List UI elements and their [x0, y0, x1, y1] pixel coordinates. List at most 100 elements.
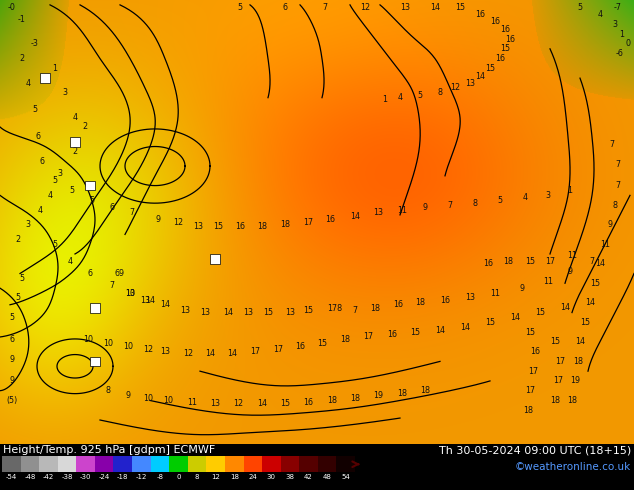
- Text: 18: 18: [567, 396, 577, 405]
- Text: 7: 7: [323, 3, 328, 12]
- Text: 8: 8: [437, 88, 443, 98]
- Text: 5: 5: [417, 91, 423, 100]
- Text: 14: 14: [145, 296, 155, 305]
- Text: 13: 13: [200, 308, 210, 317]
- Text: 17: 17: [525, 386, 535, 395]
- Text: 16: 16: [295, 342, 305, 351]
- Text: 18: 18: [257, 222, 267, 231]
- Text: 178: 178: [327, 304, 342, 313]
- Text: -42: -42: [43, 474, 54, 480]
- Text: 69: 69: [115, 269, 125, 278]
- Text: 7: 7: [448, 200, 453, 210]
- Text: 2: 2: [82, 122, 87, 131]
- Text: 16: 16: [393, 300, 403, 309]
- Text: 15: 15: [303, 306, 313, 315]
- Text: -24: -24: [98, 474, 110, 480]
- Text: 16: 16: [483, 259, 493, 268]
- Text: 18: 18: [280, 220, 290, 229]
- Text: 12: 12: [143, 345, 153, 354]
- Text: 14: 14: [595, 259, 605, 268]
- Text: 16: 16: [475, 10, 485, 19]
- Text: 16: 16: [387, 330, 397, 339]
- Text: 11: 11: [600, 240, 610, 249]
- Text: 7: 7: [590, 257, 595, 266]
- Text: 11: 11: [187, 398, 197, 407]
- Text: 3: 3: [545, 191, 550, 200]
- Text: 14: 14: [560, 303, 570, 312]
- Bar: [85, 181, 95, 191]
- Text: 4: 4: [72, 113, 77, 122]
- Text: 1: 1: [567, 186, 573, 195]
- Text: 16: 16: [505, 35, 515, 44]
- Text: 13: 13: [160, 347, 170, 356]
- Text: 5: 5: [578, 3, 583, 12]
- Text: Height/Temp. 925 hPa [gdpm] ECMWF: Height/Temp. 925 hPa [gdpm] ECMWF: [3, 445, 216, 455]
- Text: 10: 10: [163, 396, 173, 405]
- Text: 9: 9: [422, 202, 427, 212]
- Text: 30: 30: [267, 474, 276, 480]
- Bar: [299, 456, 318, 472]
- Text: 6: 6: [283, 3, 287, 12]
- Text: 16: 16: [490, 17, 500, 26]
- Text: 14: 14: [460, 323, 470, 332]
- Text: 15: 15: [500, 44, 510, 53]
- Text: 14: 14: [350, 212, 360, 221]
- Text: 6: 6: [87, 269, 93, 278]
- Bar: [2, 456, 20, 472]
- Text: 0: 0: [176, 474, 181, 480]
- Text: 18: 18: [550, 396, 560, 405]
- Bar: [39, 456, 58, 472]
- Text: 24: 24: [249, 474, 257, 480]
- Text: 7: 7: [609, 140, 614, 149]
- Text: 10: 10: [83, 336, 93, 344]
- Text: 4: 4: [398, 93, 403, 102]
- Bar: [20, 456, 39, 472]
- Text: 5: 5: [89, 196, 94, 205]
- Text: 3: 3: [58, 170, 63, 178]
- Text: 5: 5: [53, 240, 58, 249]
- Text: 11: 11: [567, 251, 577, 260]
- Text: 14: 14: [227, 349, 237, 358]
- Text: 14: 14: [205, 349, 215, 358]
- Text: 16: 16: [530, 347, 540, 356]
- Text: 10: 10: [143, 394, 153, 403]
- Text: 17: 17: [528, 367, 538, 376]
- Text: 6: 6: [110, 202, 115, 212]
- Text: 16: 16: [500, 25, 510, 34]
- Text: 0: 0: [626, 40, 630, 49]
- Text: 12: 12: [360, 3, 370, 12]
- Bar: [70, 137, 80, 147]
- Text: 16: 16: [303, 398, 313, 407]
- Bar: [210, 254, 220, 264]
- Text: 18: 18: [523, 406, 533, 415]
- Text: 18: 18: [230, 474, 239, 480]
- Text: 12: 12: [183, 349, 193, 358]
- Text: 42: 42: [304, 474, 313, 480]
- Text: 15: 15: [317, 339, 327, 348]
- Bar: [169, 456, 188, 472]
- Text: 17: 17: [553, 376, 563, 386]
- Text: 7: 7: [616, 160, 621, 169]
- Text: 1: 1: [382, 95, 387, 104]
- Text: 17: 17: [545, 257, 555, 266]
- Text: 2: 2: [72, 147, 77, 156]
- Text: 19: 19: [373, 391, 383, 400]
- Text: 5: 5: [15, 294, 20, 302]
- Text: 15: 15: [590, 279, 600, 288]
- Text: 9: 9: [519, 284, 524, 293]
- Bar: [337, 456, 355, 472]
- Text: 18: 18: [370, 304, 380, 313]
- Text: 17: 17: [555, 357, 565, 366]
- Text: 18: 18: [415, 298, 425, 307]
- Text: 18: 18: [420, 386, 430, 395]
- Text: 9: 9: [10, 355, 15, 364]
- Text: 15: 15: [455, 3, 465, 12]
- Text: 9: 9: [126, 391, 131, 400]
- Text: 8: 8: [105, 386, 110, 395]
- Text: 12: 12: [233, 399, 243, 408]
- Text: 16: 16: [235, 222, 245, 231]
- Bar: [151, 456, 169, 472]
- Bar: [76, 456, 95, 472]
- Text: -38: -38: [61, 474, 73, 480]
- Text: 14: 14: [585, 298, 595, 307]
